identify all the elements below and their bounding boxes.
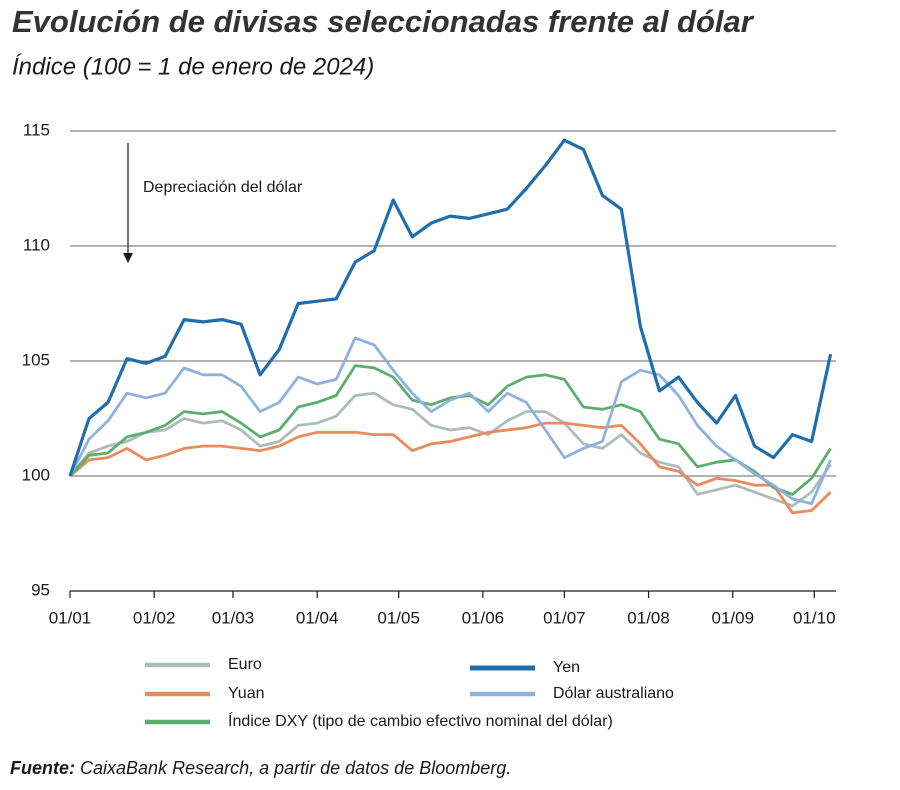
x-tick-label: 01/05 [377, 608, 420, 627]
source-text: CaixaBank Research, a partir de datos de… [80, 758, 511, 778]
legend-label: Euro [228, 656, 262, 673]
series-line [69, 421, 832, 515]
y-tick-label: 100 [22, 465, 50, 484]
y-tick-label: 105 [22, 350, 50, 369]
x-tick-label: 01/10 [793, 608, 836, 627]
x-tick-label: 01/01 [49, 608, 92, 627]
source-label: Fuente: [10, 758, 75, 778]
y-tick-label: 115 [23, 120, 50, 139]
x-tick-label: 01/02 [133, 608, 176, 627]
x-tick-label: 01/07 [543, 608, 586, 627]
series-line [68, 391, 832, 508]
x-tick-label: 01/06 [462, 608, 505, 627]
series-line [68, 364, 832, 496]
legend-label: Yen [553, 659, 580, 676]
x-tick-label: 01/03 [212, 608, 255, 627]
chart-subtitle: Índice (100 = 1 de enero de 2024) [12, 53, 374, 80]
y-tick-label: 95 [31, 580, 50, 599]
x-tick-label: 01/04 [296, 608, 339, 627]
legend-label: Dólar australiano [553, 685, 674, 702]
x-tick-label: 01/08 [627, 608, 670, 627]
annotation-arrowhead [123, 253, 133, 263]
series-line [68, 138, 833, 477]
legend-label: Índice DXY (tipo de cambio efectivo nomi… [228, 711, 613, 730]
legend-label: Yuan [228, 685, 264, 702]
source: Fuente: CaixaBank Research, a partir de … [10, 758, 511, 778]
series-line [68, 336, 832, 505]
x-tick-label: 01/09 [712, 608, 755, 627]
y-tick-label: 110 [23, 235, 50, 254]
annotation: Depreciación del dólar [143, 179, 303, 196]
chart-title: Evolución de divisas seleccionadas frent… [12, 4, 755, 39]
